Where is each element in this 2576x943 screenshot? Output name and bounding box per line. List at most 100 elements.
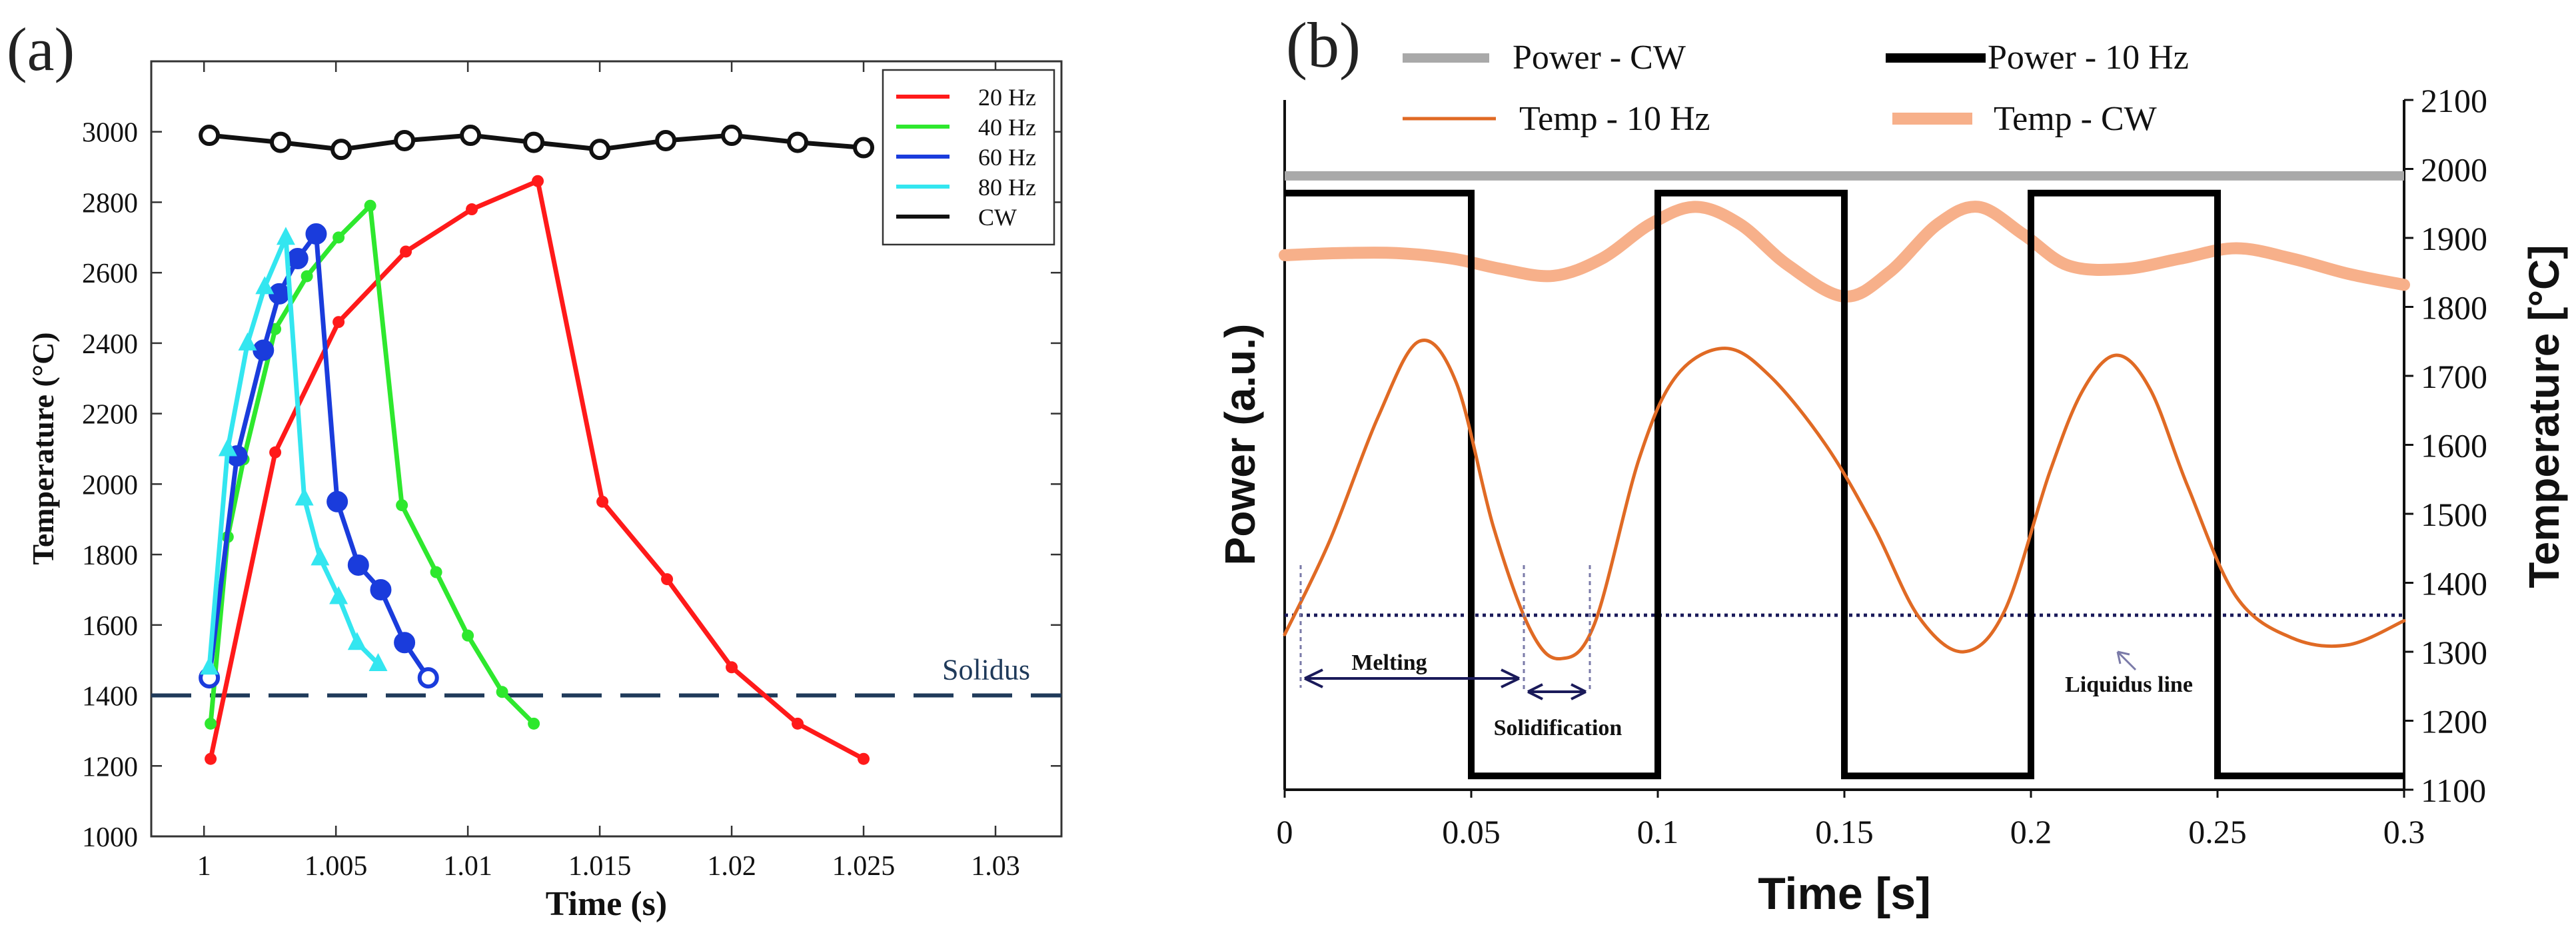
x-tick-label: 0.3 [2383,813,2425,850]
legend-temp-10hz-label: Temp - 10 Hz [1519,100,1710,138]
data-point [238,332,257,351]
right-tick-label: 2000 [2421,151,2487,189]
solidification-label: Solidification [1494,716,1622,740]
legend-label: 80 Hz [978,174,1036,201]
liquidus-pointer-head [2116,650,2130,664]
series-80-hz [200,227,388,675]
data-point [528,717,540,730]
panel-b-left-axis-label: Power (a.u.) [1216,324,1264,566]
legend-label: 40 Hz [978,114,1036,141]
panel-a-y-axis-label: Temperature (°C) [26,332,60,564]
data-point [329,586,348,604]
panel-b-right-axis-label: Temperature [°C] [2520,245,2568,588]
panel-b-x-ticks: 0 0.05 0.1 0.15 0.2 0.25 0.3 [1277,790,2425,850]
x-tick-label: 1.015 [568,851,632,882]
panel-b-x-axis-label: Time [s] [1758,868,1930,919]
x-tick-label: 0.2 [2010,813,2052,850]
data-point [200,656,219,675]
panel-b-label: (b) [1286,9,1361,81]
data-point [787,131,809,153]
data-point [396,499,408,512]
liquidus-pointer [2118,652,2137,671]
series-temp-10-hz [1283,339,2406,660]
y-tick-label: 1800 [82,540,138,571]
right-tick-label: 1100 [2421,772,2486,809]
data-point [347,632,366,650]
data-point [460,125,482,147]
data-point [430,566,442,578]
solidus-label: Solidus [942,654,1030,686]
data-point [199,125,221,147]
data-point [301,270,313,283]
data-point [661,573,674,586]
right-tick-label: 1700 [2421,358,2487,395]
data-point [330,139,352,161]
data-point [596,495,609,508]
liquidus-label: Liquidus line [2065,672,2193,697]
y-tick-label: 2800 [82,188,138,219]
data-point [726,661,738,674]
data-point [394,632,416,654]
data-point [347,554,369,576]
data-point [255,276,275,295]
data-point [311,547,330,566]
panel-a: (a) 1000 1200 1400 1600 1800 2000 2200 2400 2600… [7,15,1063,923]
x-tick-label: 0.05 [1442,813,1501,850]
right-tick-label: 1200 [2421,703,2487,740]
data-point [858,752,870,765]
data-point [332,231,345,244]
panel-b: (b) Power - CW Power - 10 Hz Temp - 10 H… [1216,9,2568,919]
data-point [853,137,875,159]
data-point [218,438,237,457]
panel-a-label: (a) [7,15,75,83]
legend-temp-cw-label: Temp - CW [1994,100,2157,138]
data-point [269,446,282,459]
x-tick-label: 1.025 [832,851,896,882]
right-tick-label: 1400 [2421,565,2487,602]
y-tick-label: 2400 [82,329,138,360]
data-point [270,131,292,153]
data-point [326,490,348,512]
y-tick-label: 1600 [82,611,138,642]
legend-power-cw-label: Power - CW [1513,39,1686,77]
panel-a-y-ticks: 1000 1200 1400 1600 1800 2000 2200 2400 2600 2800… [82,118,1061,853]
data-point [332,316,345,329]
x-tick-label: 1.02 [707,851,756,882]
right-tick-label: 2100 [2421,82,2487,119]
panel-a-legend: 20 Hz 40 Hz 60 Hz 80 Hz CW [882,69,1055,246]
panel-b-annotations: Melting Solidification Liquidus line [1299,565,2193,740]
y-tick-label: 2600 [82,259,138,289]
series-line [207,235,380,668]
right-tick-label: 1600 [2421,427,2487,465]
panel-a-x-ticks: 1 1.005 1.01 1.015 1.02 1.025 1.03 [197,61,1020,882]
melting-arrowheads [1304,668,1520,688]
data-point [253,339,275,361]
data-point [417,667,439,689]
series-20-hz [205,175,870,765]
x-tick-label: 0 [1277,813,1293,850]
legend-label: 60 Hz [978,144,1036,171]
data-point [721,125,743,147]
data-point [276,227,295,245]
x-tick-label: 0.15 [1815,813,1874,850]
y-tick-label: 1000 [82,822,138,853]
panel-a-x-axis-label: Time (s) [546,885,667,923]
data-point [205,752,217,765]
panel-b-right-ticks: 1100 1200 1300 1400 1500 1600 1700 1800 1900 2000… [2404,82,2487,809]
melting-label: Melting [1351,650,1427,675]
data-point [655,129,677,151]
x-tick-label: 1.03 [971,851,1020,882]
data-point [295,487,314,506]
data-point [368,652,388,671]
right-tick-label: 1900 [2421,220,2487,257]
y-tick-label: 1400 [82,682,138,712]
y-tick-label: 2000 [82,470,138,500]
series-power-10-hz [1285,189,2404,780]
data-point [287,248,309,270]
data-point [523,131,545,153]
right-tick-label: 1800 [2421,289,2487,327]
y-tick-label: 1200 [82,752,138,782]
data-point [589,139,611,161]
y-tick-label: 3000 [82,118,138,149]
